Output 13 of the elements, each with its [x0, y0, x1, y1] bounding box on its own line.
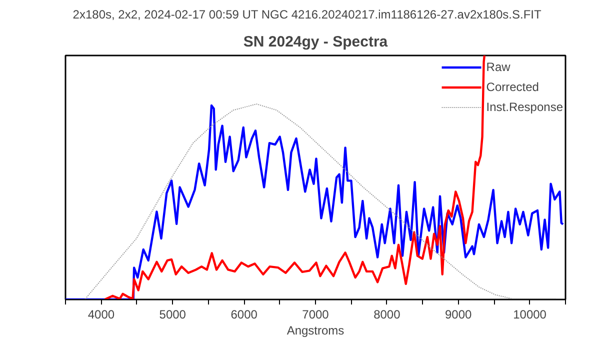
x-tick-label: 4000	[88, 308, 115, 322]
x-tick-label: 9000	[445, 308, 472, 322]
legend-label: Inst.Response	[486, 100, 563, 114]
x-tick-label: 7000	[302, 308, 330, 322]
x-tick-label: 5000	[159, 308, 186, 322]
chart-title: SN 2024gy - Spectra	[243, 34, 388, 50]
x-tick-label: 6000	[230, 308, 258, 322]
legend-label: Raw	[486, 60, 510, 74]
legend-label: Corrected	[486, 80, 539, 94]
x-tick-label: 10000	[513, 308, 547, 322]
x-axis-title: Angstroms	[286, 324, 344, 338]
chart-subtitle: 2x180s, 2x2, 2024-02-17 00:59 UT NGC 4216.20240217.im1186126-27.av2x180s.S.FIT	[72, 8, 542, 22]
x-tick-label: 8000	[374, 308, 401, 322]
